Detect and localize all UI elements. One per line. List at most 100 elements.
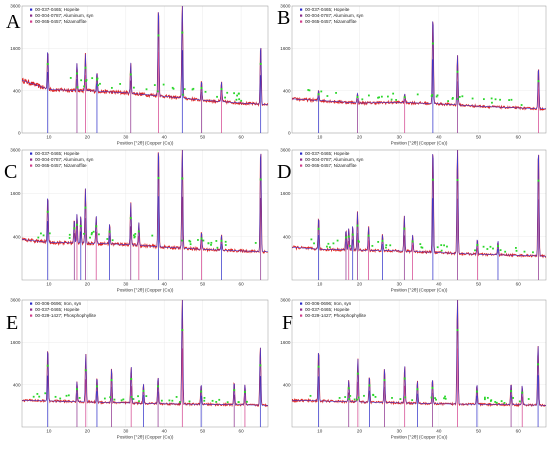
y-tick-label: 1600: [10, 46, 21, 51]
legend-entry: 00-065-0457; Nizamoffite: [35, 163, 87, 168]
x-tick-label: 10: [317, 135, 323, 140]
plot-area: [22, 300, 268, 427]
x-tick-label: 60: [239, 135, 245, 140]
peak-marker: [475, 390, 478, 393]
x-tick-label: 40: [436, 282, 442, 287]
peak-marker: [238, 98, 241, 101]
peak-marker: [377, 241, 380, 243]
peak-marker: [336, 239, 339, 242]
peak-marker: [233, 389, 236, 392]
peak-marker: [215, 401, 218, 403]
x-tick-label: 40: [436, 135, 442, 140]
peak-marker: [200, 390, 203, 393]
legend-swatch: [300, 152, 303, 155]
peak-marker: [226, 91, 229, 94]
legend-swatch: [300, 20, 303, 23]
peak-marker: [504, 250, 507, 253]
peak-marker: [153, 84, 156, 86]
peak-marker: [392, 92, 395, 95]
legend-swatch: [30, 302, 33, 305]
peak-marker: [96, 77, 99, 80]
peak-marker: [137, 230, 140, 233]
peak-marker: [421, 246, 424, 249]
peak-marker: [349, 395, 352, 397]
y-tick-label: 1600: [280, 46, 291, 51]
observed-pattern-line: [292, 300, 546, 408]
peak-marker: [83, 85, 85, 88]
peak-marker: [133, 235, 136, 238]
x-tick-label: 30: [397, 282, 403, 287]
peak-marker: [363, 394, 365, 397]
peak-marker: [68, 233, 71, 236]
peak-marker: [430, 95, 433, 97]
legend-entry: 00-037-0465; Hopeite: [305, 151, 350, 156]
peak-marker: [211, 399, 214, 402]
peak-marker: [403, 377, 406, 380]
peak-marker: [430, 396, 433, 399]
legend-swatch: [300, 8, 303, 11]
peak-marker: [85, 79, 88, 81]
peak-marker: [95, 78, 98, 81]
legend-swatch: [30, 314, 33, 317]
peak-marker: [395, 99, 398, 101]
peak-marker: [489, 245, 492, 248]
x-tick-label: 20: [357, 135, 363, 140]
peak-marker: [98, 233, 100, 236]
peak-marker: [168, 399, 171, 402]
peak-marker: [411, 399, 414, 402]
peak-marker: [224, 240, 227, 243]
peak-marker: [357, 239, 360, 242]
panel-letter: A: [6, 11, 21, 33]
calculated-pattern-line: [22, 6, 268, 105]
legend-entry: 00-029-1427; Phosphophyllite: [305, 313, 366, 318]
peak-marker: [240, 99, 243, 102]
plot-area: [292, 21, 546, 133]
peak-marker: [356, 398, 359, 401]
plot-frame: [21, 299, 269, 428]
peak-marker: [476, 243, 479, 246]
legend-entry: 00-004-0787; Aluminum, syn: [35, 157, 94, 162]
peak-marker: [374, 396, 377, 398]
x-tick-label: 50: [200, 135, 206, 140]
peak-marker: [461, 95, 464, 98]
peak-marker: [40, 232, 42, 235]
peak-marker: [368, 384, 371, 387]
peak-marker: [111, 239, 114, 242]
peak-marker: [411, 240, 414, 243]
legend-entry: 00-037-0465; Hopeite: [35, 7, 80, 12]
peak-marker: [145, 395, 148, 398]
peak-marker: [130, 378, 133, 381]
peak-marker: [327, 242, 330, 245]
y-tick-label: 3600: [10, 4, 21, 9]
peak-marker: [191, 88, 194, 91]
peak-marker: [108, 230, 111, 233]
peak-marker: [130, 396, 133, 398]
x-tick-label: 50: [476, 282, 482, 287]
peak-marker: [309, 394, 312, 397]
peak-marker: [508, 99, 510, 101]
peak-marker: [200, 87, 203, 90]
peak-marker: [133, 236, 136, 239]
peak-marker: [416, 388, 419, 391]
peak-marker: [419, 243, 422, 245]
peak-marker: [372, 394, 375, 397]
observed-pattern-line: [292, 21, 546, 112]
peak-marker: [237, 92, 240, 95]
calculated-pattern-line: [22, 150, 268, 253]
legend-entry: 00-037-0465; Hopeite: [35, 307, 80, 312]
y-tick-label: 3600: [280, 298, 291, 303]
legend-swatch: [300, 164, 303, 167]
peak-marker: [181, 329, 184, 332]
peak-marker: [520, 104, 523, 106]
peak-marker: [420, 246, 423, 249]
peak-marker: [75, 72, 78, 75]
y-tick-label: 3600: [280, 148, 291, 153]
peak-marker: [110, 86, 113, 89]
peak-marker: [181, 239, 184, 242]
legend-swatch: [300, 158, 303, 161]
peak-marker: [103, 397, 106, 400]
calculated-pattern-line: [292, 150, 546, 257]
x-axis-label: Position [°2θ] (Copper (Cu)): [117, 141, 174, 146]
observed-pattern-line: [22, 300, 268, 408]
peak-marker: [351, 233, 354, 236]
